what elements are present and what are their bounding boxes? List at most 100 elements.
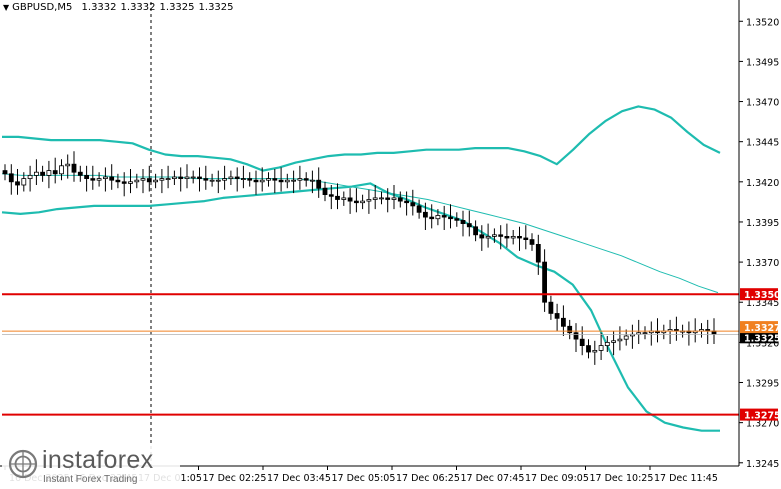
candle — [171, 170, 177, 185]
price-tick-label: 1.3270 — [746, 419, 779, 430]
price-tick-label: 1.3420 — [746, 178, 779, 189]
candle — [84, 165, 89, 192]
candle — [103, 167, 108, 192]
candle-bear-body — [542, 261, 547, 303]
candle — [159, 169, 165, 194]
price-axis: 1.3520 1.3495 1.3470 1.3445 1.3420 1.3395 1.33… — [739, 17, 779, 470]
candle — [699, 323, 704, 338]
candle — [454, 212, 460, 227]
candle — [197, 167, 202, 192]
candle-bull-body — [240, 178, 246, 181]
candle-bull-body — [297, 178, 303, 181]
candle — [385, 188, 391, 213]
candle-bull-body — [623, 335, 629, 340]
price-tick-label: 1.3395 — [746, 218, 779, 229]
candle — [203, 165, 209, 190]
candle — [548, 295, 554, 320]
candlesticks — [2, 151, 717, 365]
candle-bear-body — [203, 178, 209, 181]
candle — [140, 169, 146, 194]
ohlc-close: 1.3325 — [198, 2, 234, 13]
candle — [215, 170, 221, 194]
candle — [485, 223, 491, 248]
candle-bull-body — [140, 178, 146, 181]
candle-bear-body — [40, 171, 45, 176]
candle-bear-body — [441, 215, 447, 218]
candle-bull-body — [222, 178, 228, 181]
candle — [611, 331, 616, 356]
candle-bear-body — [416, 205, 422, 213]
candle — [347, 188, 353, 214]
candle-bear-body — [579, 338, 585, 347]
ohlc-low: 1.3325 — [159, 2, 195, 13]
candle-bull-body — [391, 197, 397, 200]
candle-bear-body — [77, 171, 83, 176]
time-tick-label: 17 Dec 10:25 — [590, 473, 654, 484]
candle-bull-body — [379, 197, 384, 200]
candle-bear-body — [548, 301, 554, 314]
candle-bear-body — [448, 216, 453, 220]
candle-bear-body — [303, 178, 309, 181]
candle — [542, 249, 547, 312]
candle — [517, 226, 522, 251]
candle — [40, 165, 45, 182]
candle — [604, 336, 610, 352]
candle — [284, 173, 290, 189]
candle-bull-body — [190, 176, 196, 179]
candle — [253, 170, 259, 195]
candle-bear-body — [586, 345, 591, 353]
candle — [328, 185, 334, 210]
ohlc-open: 1.3332 — [81, 2, 117, 13]
instaforex-logo-icon — [8, 449, 38, 479]
candle-bull-body — [209, 179, 215, 182]
price-tick-label: 1.3295 — [746, 379, 779, 390]
candle-bear-body — [146, 178, 152, 183]
axis-frame — [0, 0, 740, 467]
candle-bear-body — [397, 197, 403, 202]
candle-bear-body — [460, 219, 466, 224]
candle — [441, 205, 447, 230]
candle — [460, 210, 466, 237]
candle — [165, 165, 171, 189]
candle — [479, 225, 485, 251]
candle — [429, 204, 435, 229]
candle-bear-body — [234, 176, 240, 180]
candle — [77, 165, 83, 182]
candle — [234, 167, 240, 192]
level-tag-bg — [740, 331, 778, 344]
chart-title-bar[interactable]: ▼ GBPUSD,M5 1.3332 1.3332 1.3325 1.3325 — [3, 2, 238, 13]
candle — [661, 324, 667, 340]
candle-bull-body — [598, 345, 604, 351]
candle — [655, 318, 660, 343]
candle — [46, 160, 52, 189]
candle — [309, 170, 315, 194]
candle-bear-body — [84, 174, 89, 179]
candle — [316, 167, 322, 198]
level-tag-label: 1.3327 — [744, 323, 781, 334]
candle-bull-body — [617, 338, 623, 342]
candle-bear-body — [479, 234, 485, 239]
candle-bear-body — [404, 200, 410, 204]
candle-bull-body — [435, 215, 441, 220]
candle — [586, 339, 591, 359]
time-tick-label: 17 Dec 09:05 — [525, 473, 589, 484]
candle-bull-body — [309, 179, 315, 182]
candle-bear-body — [52, 170, 58, 175]
candle — [598, 332, 604, 360]
dropdown-arrow-icon[interactable]: ▼ — [3, 3, 10, 12]
candle-bull-body — [96, 178, 102, 181]
price-tick-label: 1.3495 — [746, 57, 779, 68]
bollinger-bands — [1, 105, 721, 432]
candle — [2, 164, 8, 181]
price-tick-label: 1.3320 — [746, 338, 779, 349]
price-tick-label: 1.3245 — [746, 459, 779, 470]
candle-bear-body — [278, 179, 284, 183]
candle — [404, 191, 410, 216]
candle-bull-body — [171, 176, 177, 180]
logo-name: instaforex — [42, 446, 154, 474]
candle-bear-body — [573, 332, 579, 340]
candle — [379, 191, 384, 205]
candle — [71, 151, 77, 182]
candle — [366, 189, 372, 214]
